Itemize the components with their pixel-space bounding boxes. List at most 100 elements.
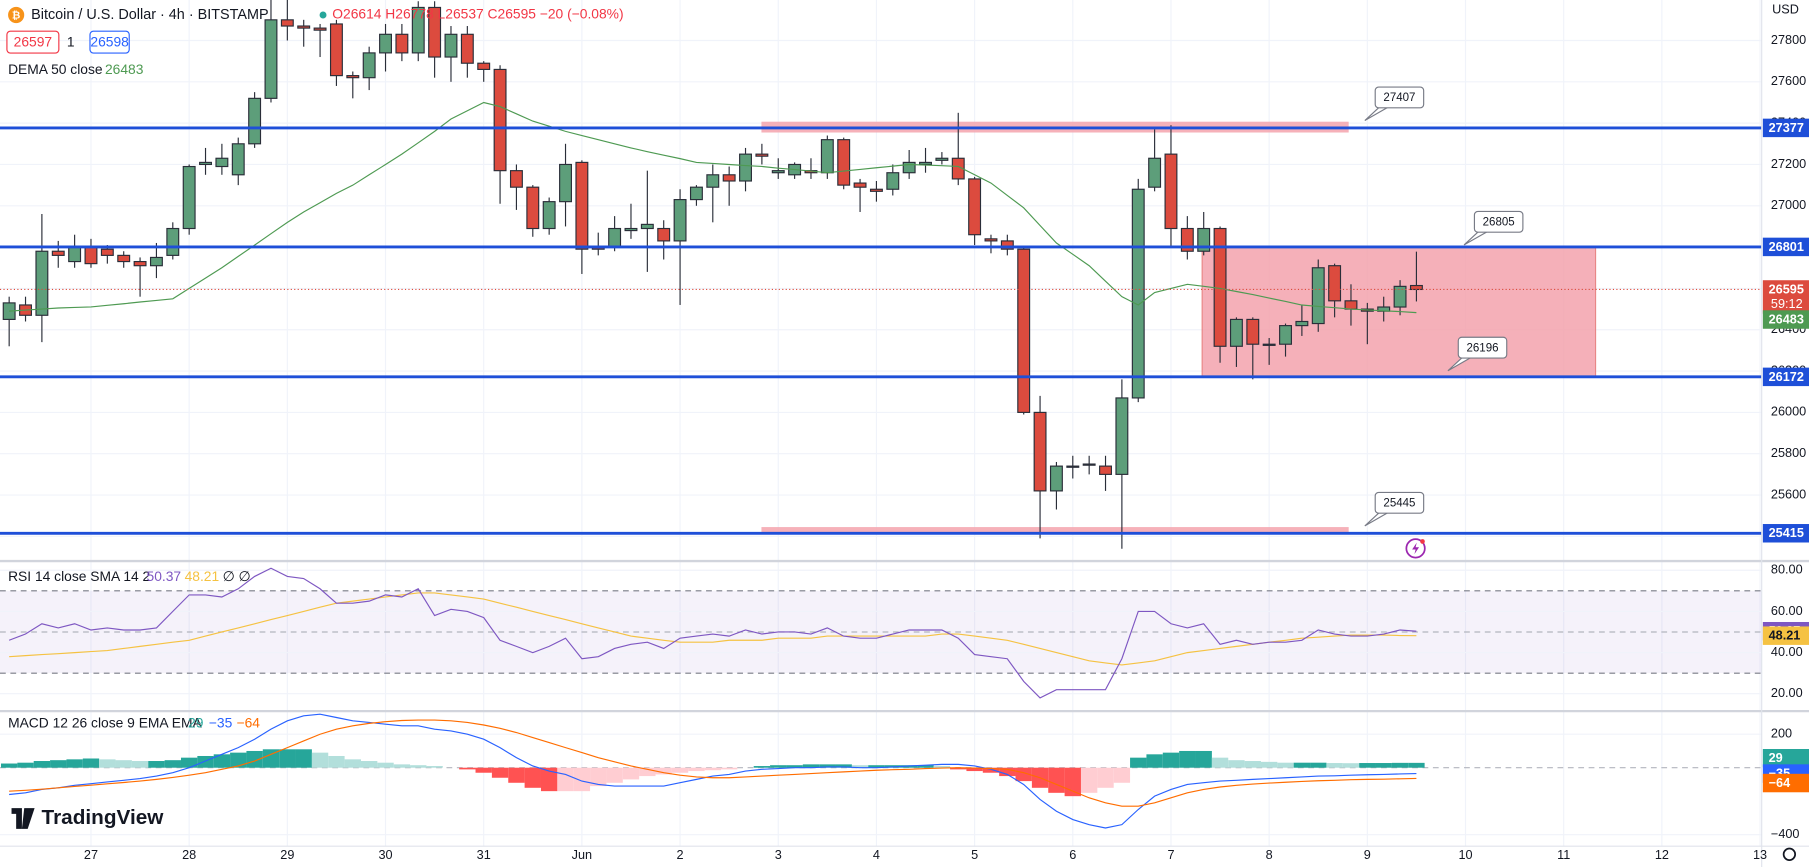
candle-body (297, 25, 311, 29)
macd-histogram-bar (66, 759, 83, 768)
macd-histogram-bar (524, 767, 541, 788)
candle-body (1180, 227, 1194, 252)
macd-histogram-bar (688, 767, 705, 772)
macd-histogram-bar (671, 767, 689, 773)
rsi-sma-value: 48.21 (185, 568, 220, 584)
macd-histogram-bar (344, 759, 361, 768)
macd-histogram-bar (786, 765, 803, 768)
callout-box[interactable] (1374, 491, 1425, 514)
macd-histogram-bar (835, 764, 852, 768)
x-tick-label: 31 (477, 848, 491, 862)
candle-body (149, 256, 163, 267)
macd-histogram-bar (508, 767, 525, 783)
callout-box[interactable] (1374, 86, 1425, 109)
candle-body (264, 19, 278, 99)
candle-body (477, 62, 491, 70)
coin-icon-glyph: ₿ (12, 9, 20, 21)
candle-body (460, 33, 474, 64)
y-tick-label: 200 (1771, 727, 1792, 741)
ask-box[interactable] (89, 30, 130, 54)
candle-body (1311, 267, 1325, 325)
y-tick-label: 60.00 (1771, 604, 1803, 618)
bid-box[interactable] (6, 30, 60, 54)
settings-icon[interactable] (1782, 847, 1797, 861)
candle-body (1099, 465, 1112, 475)
candle-body (133, 260, 147, 267)
callout-box[interactable] (1457, 336, 1508, 359)
callout-label: 26805 (1483, 216, 1515, 228)
macd-hist-value: 29 (188, 715, 204, 731)
level-label: 25415 (1769, 526, 1804, 540)
macd-histogram-bar (540, 767, 558, 792)
macd-histogram-bar (1293, 762, 1311, 768)
macd-histogram-bar (557, 767, 574, 792)
macd-histogram-bar (1146, 754, 1163, 768)
candle-body (68, 246, 82, 263)
level-label: 26801 (1769, 240, 1804, 254)
candle-body (673, 199, 687, 242)
macd-histogram-bar (148, 761, 165, 768)
level-label-bg (1762, 524, 1809, 543)
level-label: 26172 (1769, 370, 1804, 384)
callout-box[interactable] (1473, 210, 1524, 233)
macd-histogram-bar (360, 761, 378, 768)
candle-body (248, 97, 262, 145)
macd-histogram-bar (491, 767, 509, 778)
candle-body (493, 68, 507, 172)
macd-line (9, 719, 1417, 807)
macd-histogram-bar (426, 766, 443, 768)
macd-histogram-bar (1277, 762, 1294, 768)
ohlc-legend: O26614 H26778 L26537 C26595 −20 (−0.08%) (332, 6, 623, 22)
x-tick-label: 6 (1069, 848, 1076, 862)
candle-body (837, 139, 851, 186)
candle-body (1033, 411, 1047, 492)
x-tick-label: 8 (1266, 848, 1273, 862)
rsi-tag: 48.21 (1769, 629, 1801, 643)
macd-histogram-bar (606, 767, 623, 783)
candle-body (526, 186, 540, 230)
x-tick-label: 3 (775, 848, 782, 862)
macd-histogram-bar (1260, 761, 1278, 768)
rsi-line (8, 567, 1417, 699)
candle-body (689, 186, 703, 201)
logo[interactable]: TradingView (42, 806, 165, 829)
macd-histogram-bar (982, 767, 1000, 773)
price-tag-bg (1762, 280, 1809, 314)
alert-icon[interactable] (1405, 538, 1426, 559)
y-tick-label: 25600 (1771, 487, 1806, 501)
macd-histogram-bar (17, 762, 34, 768)
candle-body (755, 153, 769, 157)
indicator-value: 26483 (105, 61, 144, 77)
macd-histogram-bar (328, 755, 345, 768)
candle-body (1344, 300, 1358, 310)
y-tick-label: 20.00 (1771, 686, 1803, 700)
candle-body (1409, 284, 1423, 291)
macd-histogram-bar (1080, 767, 1098, 793)
candle-body (1148, 157, 1162, 188)
macd-histogram-bar (410, 765, 427, 768)
countdown: 59:12 (1771, 297, 1803, 311)
candle-body (1017, 248, 1031, 413)
spread: 1 (67, 33, 75, 49)
macd-histogram-bar (1113, 767, 1131, 783)
candle-body (853, 182, 867, 188)
x-tick-label: 29 (280, 848, 294, 862)
callout-pointer (1364, 511, 1390, 527)
y-tick-label: −400 (1771, 827, 1800, 841)
candle-body (722, 174, 736, 182)
macd-histogram-bar (1097, 767, 1114, 788)
x-tick-label: 10 (1458, 848, 1472, 862)
macd-histogram-bar (33, 761, 51, 768)
macd-histogram-bar (1391, 762, 1409, 768)
y-tick-label: 26000 (1771, 405, 1806, 419)
macd-histogram-bar (590, 767, 607, 787)
macd-histogram-bar (459, 767, 476, 770)
candle-body (313, 27, 327, 31)
x-tick-label: 30 (378, 848, 392, 862)
rsi-extra: ∅ ∅ (223, 568, 251, 584)
macd-histogram-bar (1015, 767, 1032, 782)
candle-body (1131, 188, 1145, 399)
macd-histogram-bar (180, 757, 198, 768)
macd-value: −35 (209, 715, 233, 731)
